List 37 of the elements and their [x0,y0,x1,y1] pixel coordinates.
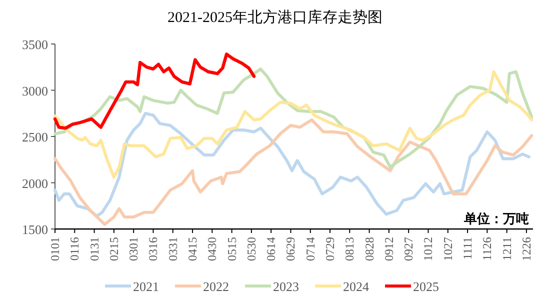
x-tick-label: 0331 [166,237,180,261]
y-tick-label: 1500 [22,222,48,237]
y-tick-label: 2500 [22,130,48,144]
x-tick-label: 0614 [264,237,278,261]
x-tick-label: 0430 [205,237,220,261]
x-tick-label: 0116 [68,237,82,261]
x-tick-label: 1211 [500,237,514,261]
x-tick-label: 0927 [402,237,416,261]
legend-label: 2022 [203,279,229,294]
x-tick-label: 0729 [323,237,338,261]
x-tick-label: 0813 [342,237,357,261]
annotation: 单位：万吨 [463,211,529,226]
y-tick-label: 2000 [22,176,48,191]
x-tick-label: 0828 [362,237,376,261]
x-tick-label: 1027 [440,237,455,261]
chart-title: 2021-2025年北方港口库存走势图 [168,9,382,26]
legend-label: 2025 [413,279,439,294]
x-tick-label: 0515 [224,237,239,261]
x-tick-label: 1012 [421,237,436,261]
x-tick-label: 1226 [519,237,534,261]
x-tick-label: 1111 [460,237,475,260]
legend-label: 2024 [343,279,370,294]
x-tick-label: 0301 [126,237,141,261]
x-tick-label: 0131 [87,237,102,261]
x-tick-label: 0530 [244,237,258,261]
y-tick-label: 3500 [22,37,48,52]
x-tick-label: 0415 [186,237,200,261]
x-tick-label: 0912 [382,237,396,261]
x-tick-label: 0316 [146,237,160,261]
x-tick-label: 0629 [284,237,298,261]
y-tick-label: 3000 [22,83,48,98]
x-tick-label: 1126 [480,237,494,261]
x-tick-label: 0101 [48,237,62,261]
x-tick-label: 0215 [106,237,121,261]
legend-label: 2023 [273,279,299,294]
legend-label: 2021 [133,279,159,294]
x-tick-label: 0714 [303,237,318,261]
